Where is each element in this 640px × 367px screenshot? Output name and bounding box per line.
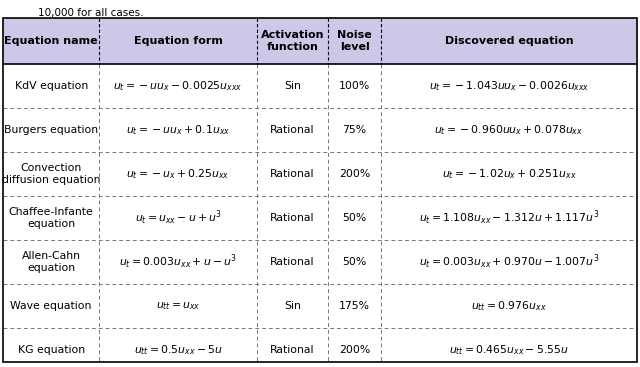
Bar — [3, 328, 637, 367]
Text: Rational: Rational — [270, 169, 315, 179]
Text: KdV equation: KdV equation — [15, 81, 88, 91]
Text: Noise
level: Noise level — [337, 30, 372, 52]
Text: $u_t = -uu_x - 0.0025u_{xxx}$: $u_t = -uu_x - 0.0025u_{xxx}$ — [113, 79, 243, 93]
Text: 175%: 175% — [339, 301, 370, 311]
Bar — [3, 64, 637, 108]
Text: $u_{tt} = 0.5u_{xx} - 5u$: $u_{tt} = 0.5u_{xx} - 5u$ — [134, 343, 222, 357]
Text: KG equation: KG equation — [18, 345, 84, 355]
Text: $u_t = -1.043uu_x - 0.0026u_{xxx}$: $u_t = -1.043uu_x - 0.0026u_{xxx}$ — [429, 79, 589, 93]
Text: Chaffee-Infante
equation: Chaffee-Infante equation — [9, 207, 93, 229]
Text: Rational: Rational — [270, 213, 315, 223]
Text: 200%: 200% — [339, 345, 370, 355]
Text: 200%: 200% — [339, 169, 370, 179]
Bar — [3, 152, 637, 196]
Text: $u_t = u_{xx} - u + u^3$: $u_t = u_{xx} - u + u^3$ — [134, 209, 221, 227]
Bar — [3, 240, 637, 284]
Text: $u_{tt} = u_{xx}$: $u_{tt} = u_{xx}$ — [156, 300, 200, 312]
Text: Rational: Rational — [270, 125, 315, 135]
Text: Sin: Sin — [284, 301, 301, 311]
Text: $u_t = 0.003u_{xx} + 0.970u - 1.007u^3$: $u_t = 0.003u_{xx} + 0.970u - 1.007u^3$ — [419, 253, 599, 271]
Text: 100%: 100% — [339, 81, 370, 91]
Text: $u_{tt} = 0.465u_{xx} - 5.55u$: $u_{tt} = 0.465u_{xx} - 5.55u$ — [449, 343, 569, 357]
Text: Activation
function: Activation function — [260, 30, 324, 52]
Text: $u_t = -uu_x + 0.1u_{xx}$: $u_t = -uu_x + 0.1u_{xx}$ — [126, 123, 230, 137]
Text: Equation form: Equation form — [134, 36, 223, 46]
Bar — [3, 284, 637, 328]
Text: $u_{tt} = 0.976u_{xx}$: $u_{tt} = 0.976u_{xx}$ — [471, 299, 547, 313]
Text: Sin: Sin — [284, 81, 301, 91]
Text: $u_t = -0.960uu_x + 0.078u_{xx}$: $u_t = -0.960uu_x + 0.078u_{xx}$ — [435, 123, 584, 137]
Text: 10,000 for all cases.: 10,000 for all cases. — [38, 8, 143, 18]
Bar — [3, 108, 637, 152]
Text: 50%: 50% — [342, 257, 367, 267]
Bar — [3, 18, 637, 64]
Text: Rational: Rational — [270, 345, 315, 355]
Text: 75%: 75% — [342, 125, 367, 135]
Text: $u_t = 0.003u_{xx} + u - u^3$: $u_t = 0.003u_{xx} + u - u^3$ — [119, 253, 237, 271]
Text: $u_t = 1.108u_{xx} - 1.312u + 1.117u^3$: $u_t = 1.108u_{xx} - 1.312u + 1.117u^3$ — [419, 209, 599, 227]
Text: $u_t = -1.02u_x + 0.251u_{xx}$: $u_t = -1.02u_x + 0.251u_{xx}$ — [442, 167, 576, 181]
Text: Wave equation: Wave equation — [10, 301, 92, 311]
Text: $u_t = -u_x + 0.25u_{xx}$: $u_t = -u_x + 0.25u_{xx}$ — [126, 167, 230, 181]
Text: Burgers equation: Burgers equation — [4, 125, 99, 135]
Text: Convection
diffusion equation: Convection diffusion equation — [2, 163, 100, 185]
Bar — [3, 196, 637, 240]
Text: Discovered equation: Discovered equation — [445, 36, 573, 46]
Text: Equation name: Equation name — [4, 36, 98, 46]
Text: 50%: 50% — [342, 213, 367, 223]
Text: Allen-Cahn
equation: Allen-Cahn equation — [22, 251, 81, 273]
Text: Rational: Rational — [270, 257, 315, 267]
